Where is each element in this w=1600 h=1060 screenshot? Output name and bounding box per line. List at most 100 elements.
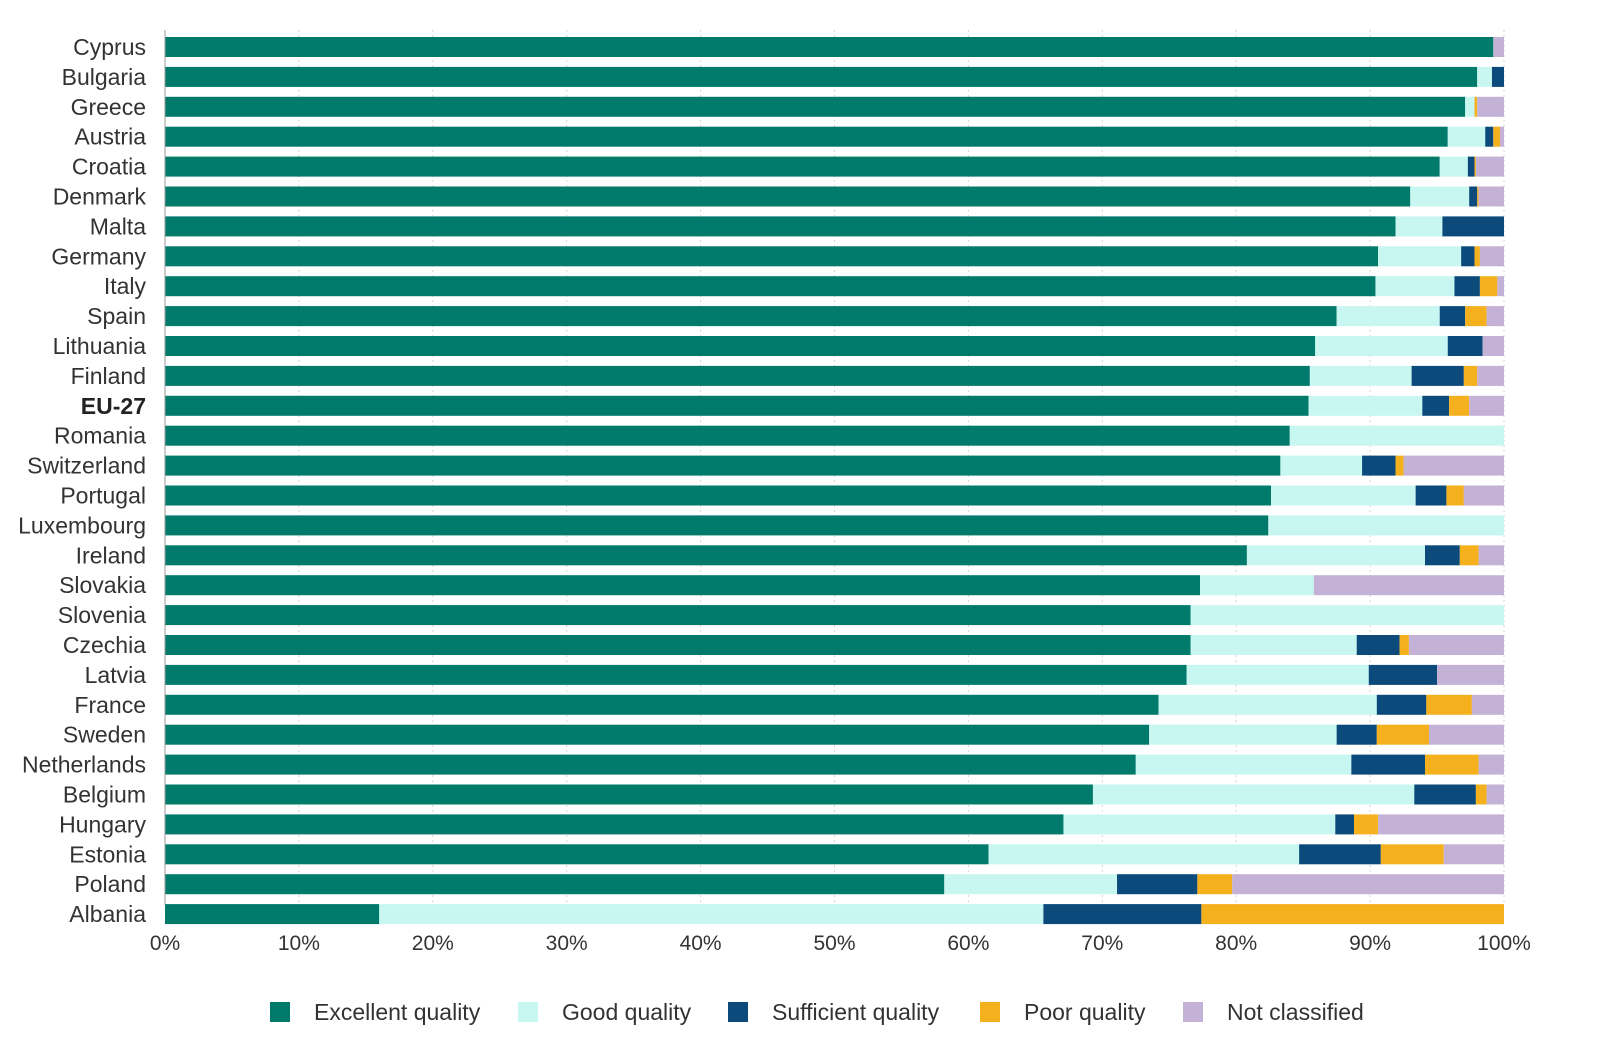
legend-swatch-not-classified [1183,1002,1203,1022]
bar-denmark-not-classified [1478,186,1504,207]
legend-label-sufficient-quality: Sufficient quality [772,999,940,1025]
bar-eu-27-not-classified [1469,395,1504,416]
bar-albania-excellent-quality [165,904,380,925]
category-label-poland: Poland [74,871,146,897]
x-tick-label-10: 10% [278,932,320,955]
bar-netherlands-sufficient-quality [1351,754,1425,775]
bar-luxembourg-excellent-quality [165,515,1269,536]
bar-austria-sufficient-quality [1485,126,1494,147]
category-label-slovenia: Slovenia [58,602,146,628]
bar-romania-excellent-quality [165,425,1290,446]
bar-cyprus-excellent-quality [165,37,1494,57]
bar-bulgaria-excellent-quality [165,66,1478,87]
bar-latvia-sufficient-quality [1368,664,1438,685]
bar-hungary-poor-quality [1354,814,1379,835]
bar-belgium-sufficient-quality [1414,784,1476,805]
bar-sweden-poor-quality [1376,724,1430,745]
category-label-ireland: Ireland [76,542,146,568]
bar-estonia-good-quality [988,844,1300,865]
legend-item-good-quality: Good quality [518,999,692,1025]
bar-germany-excellent-quality [165,246,1379,267]
bar-slovakia-good-quality [1200,575,1314,596]
bar-slovakia-excellent-quality [165,575,1201,596]
bar-denmark-good-quality [1410,186,1470,207]
bar-albania-poor-quality [1201,904,1504,925]
bar-sweden-not-classified [1429,724,1504,745]
bar-estonia-not-classified [1443,844,1504,865]
legend-label-not-classified: Not classified [1227,999,1364,1025]
bar-germany-sufficient-quality [1461,246,1475,267]
bar-switzerland-excellent-quality [165,455,1281,476]
bar-italy-excellent-quality [165,276,1376,297]
bar-germany-poor-quality [1474,246,1480,267]
bar-luxembourg-good-quality [1268,515,1504,536]
bar-belgium-not-classified [1486,784,1504,805]
legend-label-good-quality: Good quality [562,999,692,1025]
bar-croatia-poor-quality [1474,156,1476,177]
bar-france-not-classified [1471,694,1504,715]
legend-swatch-sufficient-quality [728,1002,748,1022]
legend-item-poor-quality: Poor quality [980,999,1146,1025]
category-label-austria: Austria [74,124,146,150]
bar-eu-27-excellent-quality [165,395,1309,416]
bar-portugal-sufficient-quality [1415,485,1447,506]
bar-greece-good-quality [1465,96,1475,117]
bar-croatia-not-classified [1475,156,1504,177]
category-label-denmark: Denmark [53,184,147,210]
x-tick-label-100: 100% [1477,932,1531,955]
bar-italy-not-classified [1497,276,1504,297]
bar-croatia-good-quality [1439,156,1468,177]
bar-malta-excellent-quality [165,216,1396,237]
bar-lithuania-excellent-quality [165,336,1316,356]
bar-sweden-excellent-quality [165,724,1150,745]
legend-swatch-poor-quality [980,1002,1000,1022]
bar-netherlands-poor-quality [1425,754,1479,775]
bar-italy-good-quality [1375,276,1455,297]
category-label-eu-27: EU-27 [81,393,146,419]
bar-finland-excellent-quality [165,365,1310,386]
bar-bulgaria-sufficient-quality [1491,66,1504,87]
bar-czechia-not-classified [1408,635,1504,655]
bar-portugal-good-quality [1271,485,1416,506]
x-tick-label-40: 40% [680,932,722,955]
bar-spain-sufficient-quality [1439,306,1466,327]
x-tick-label-90: 90% [1349,932,1391,955]
bar-hungary-sufficient-quality [1335,814,1355,835]
bar-belgium-poor-quality [1475,784,1487,805]
bar-malta-good-quality [1395,216,1443,237]
bar-denmark-poor-quality [1477,186,1479,207]
bar-czechia-sufficient-quality [1356,635,1400,655]
bar-cyprus-not-classified [1493,37,1504,57]
bar-portugal-not-classified [1463,485,1504,506]
bar-czechia-good-quality [1190,635,1357,655]
category-label-netherlands: Netherlands [22,752,146,778]
category-label-spain: Spain [87,303,146,329]
category-label-france: France [74,692,146,718]
bar-latvia-not-classified [1437,664,1504,685]
category-label-italy: Italy [104,273,147,299]
bar-hungary-not-classified [1378,814,1504,835]
bar-hungary-good-quality [1063,814,1336,835]
bar-ireland-excellent-quality [165,545,1247,566]
bar-switzerland-not-classified [1403,455,1504,476]
bar-sweden-sufficient-quality [1336,724,1377,745]
bar-portugal-excellent-quality [165,485,1272,506]
bar-eu-27-poor-quality [1449,395,1470,416]
bar-ireland-good-quality [1246,545,1425,566]
bar-netherlands-good-quality [1135,754,1352,775]
bar-eu-27-good-quality [1308,395,1423,416]
category-label-albania: Albania [69,901,146,927]
bar-switzerland-poor-quality [1395,455,1404,476]
category-label-switzerland: Switzerland [27,453,146,479]
category-label-croatia: Croatia [72,154,146,180]
bar-italy-poor-quality [1479,276,1498,297]
bar-finland-poor-quality [1463,365,1478,386]
bar-spain-not-classified [1486,306,1504,327]
bar-ireland-poor-quality [1459,545,1479,566]
x-tick-label-70: 70% [1081,932,1123,955]
bar-czechia-excellent-quality [165,635,1191,655]
legend-label-poor-quality: Poor quality [1024,999,1146,1025]
bar-ireland-not-classified [1478,545,1504,566]
